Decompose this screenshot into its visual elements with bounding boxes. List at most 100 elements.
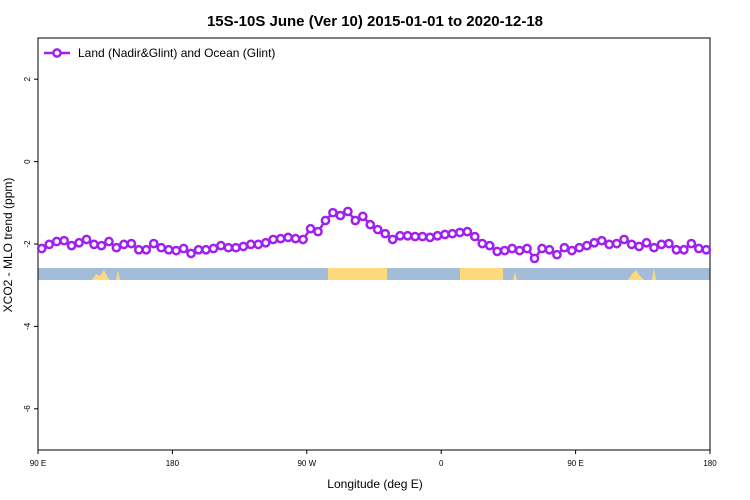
data-point	[462, 226, 473, 237]
data-point	[611, 238, 622, 249]
data-point	[447, 228, 458, 239]
x-tick-label: 180	[703, 459, 717, 468]
data-point	[626, 239, 637, 250]
data-point	[529, 253, 540, 264]
data-point	[619, 234, 629, 245]
data-point	[522, 243, 532, 254]
data-point	[81, 234, 92, 245]
data-point	[305, 223, 316, 234]
legend-marker	[52, 48, 62, 58]
data-point	[343, 206, 353, 217]
data-point	[357, 211, 368, 222]
data-point	[313, 226, 323, 237]
data-point	[372, 224, 383, 235]
data-point	[514, 245, 525, 256]
data-point	[492, 246, 503, 257]
data-point	[268, 234, 279, 245]
data-point	[216, 240, 226, 251]
y-tick-label: -4	[23, 322, 32, 330]
data-point	[380, 228, 391, 239]
x-tick-label: 0	[439, 459, 444, 468]
data-point	[245, 239, 256, 250]
data-point	[119, 239, 129, 250]
data-point	[74, 237, 84, 248]
data-point	[36, 243, 47, 254]
data-point	[432, 230, 443, 241]
data-point	[44, 239, 55, 250]
data-point	[193, 244, 204, 255]
y-tick-label: -2	[23, 240, 32, 248]
data-point	[477, 238, 488, 249]
data-point	[104, 236, 114, 247]
data-point	[238, 241, 249, 252]
data-point	[499, 245, 510, 256]
data-point	[298, 234, 308, 245]
data-point	[133, 244, 144, 255]
data-point	[335, 210, 346, 221]
data-point	[537, 243, 547, 254]
data-point	[634, 241, 644, 252]
y-tick-label: -6	[23, 405, 32, 413]
data-point	[686, 238, 697, 249]
data-point	[544, 244, 555, 255]
data-point	[208, 243, 219, 254]
data-point	[387, 234, 398, 245]
data-point	[111, 242, 122, 253]
data-point	[126, 238, 137, 249]
data-point	[656, 239, 667, 250]
data-point	[156, 242, 167, 253]
data-point	[455, 227, 465, 238]
chart-title: 15S-10S June (Ver 10) 2015-01-01 to 2020…	[207, 13, 543, 30]
data-point	[59, 235, 69, 246]
data-point	[440, 229, 450, 240]
data-point	[171, 245, 181, 256]
data-point	[178, 243, 189, 254]
x-tick-label: 180	[166, 459, 180, 468]
data-point	[350, 215, 361, 226]
data-point	[141, 244, 152, 255]
x-axis-label: Longitude (deg E)	[327, 477, 422, 491]
data-point	[671, 244, 682, 255]
data-point	[507, 243, 517, 254]
data-point	[96, 240, 107, 251]
data-point	[148, 238, 159, 249]
data-point	[469, 231, 480, 242]
data-point	[290, 233, 301, 244]
data-point	[574, 242, 585, 253]
data-point	[484, 240, 495, 251]
data-point	[417, 231, 428, 242]
x-tick-label: 90 E	[30, 459, 46, 468]
data-point	[223, 242, 234, 253]
x-tick-label: 90 W	[297, 459, 316, 468]
data-point	[89, 239, 99, 250]
data-point	[328, 207, 338, 218]
data-point	[231, 242, 241, 253]
y-tick-label: 2	[23, 76, 32, 81]
data-point	[395, 230, 405, 241]
data-point	[320, 215, 331, 226]
data-point	[604, 239, 615, 250]
data-point	[275, 233, 286, 244]
y-tick-label: 0	[23, 159, 32, 164]
data-point	[679, 244, 689, 255]
land-ocean-band	[38, 268, 710, 280]
data-point	[589, 237, 600, 248]
data-point	[649, 242, 659, 253]
data-point	[693, 243, 704, 254]
data-point	[552, 249, 562, 260]
data-point	[260, 237, 271, 248]
data-point	[581, 240, 592, 251]
data-point	[641, 237, 652, 248]
data-point	[559, 242, 570, 253]
x-tick-label: 90 E	[567, 459, 583, 468]
data-point	[66, 240, 77, 251]
data-point	[664, 238, 674, 249]
data-point	[365, 219, 376, 230]
data-point	[596, 235, 607, 246]
data-point	[410, 231, 420, 242]
data-point	[701, 244, 712, 255]
data-point	[186, 248, 196, 259]
data-point	[253, 239, 264, 250]
legend-label: Land (Nadir&Glint) and Ocean (Glint)	[78, 46, 275, 60]
